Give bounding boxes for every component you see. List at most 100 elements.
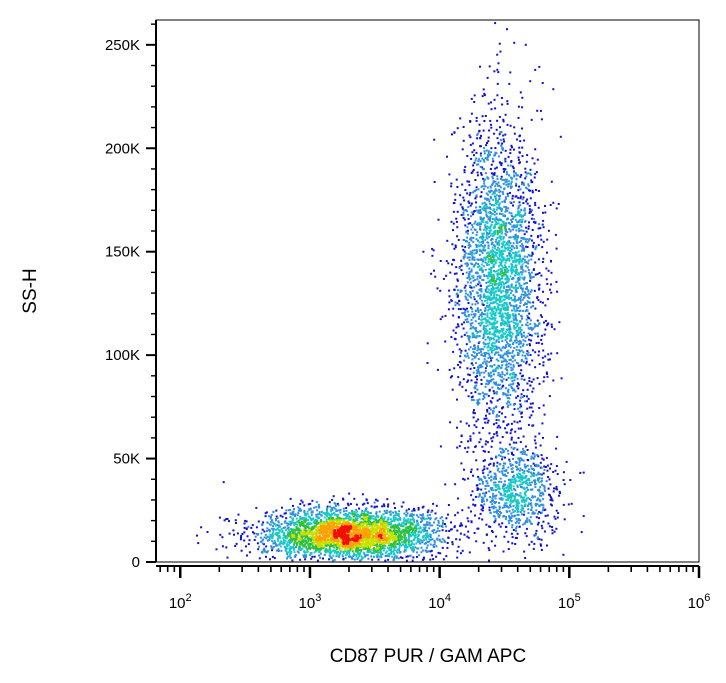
event-dot [534,495,537,498]
event-dot [488,231,491,234]
event-dot [457,308,460,311]
event-dot [485,275,488,277]
event-dot [369,512,372,514]
event-dot [494,519,497,522]
event-dot [520,249,523,252]
event-dot [484,115,487,117]
event-dot [469,322,472,325]
event-dot [482,294,485,297]
event-dot [272,527,275,530]
event-dot [461,509,464,512]
event-dot [477,392,480,395]
event-dot [439,318,442,321]
event-dot [358,555,361,557]
event-dot [524,354,527,357]
event-dot [263,547,266,550]
event-dot [481,157,484,160]
event-dot [498,248,501,251]
event-dot [457,238,460,241]
event-dot [506,314,509,317]
event-dot [487,241,490,244]
event-dot [521,198,524,201]
event-dot [490,457,493,460]
event-dot [517,287,520,289]
event-dot [452,350,455,353]
event-dot [509,487,512,490]
event-dot [515,182,518,185]
event-dot [558,490,561,493]
event-dot [261,528,264,531]
event-dot [504,273,507,276]
event-dot [384,555,387,557]
event-dot [492,181,495,184]
event-dot [535,529,538,532]
event-dot [462,477,465,480]
event-dot [497,510,499,512]
event-dot [455,326,458,329]
event-dot [256,533,259,536]
event-dot [483,293,486,296]
event-dot [529,172,531,175]
event-dot [316,517,319,520]
event-dot [499,312,502,315]
event-dot [494,475,497,478]
event-dot [503,469,506,472]
event-dot [482,296,485,299]
event-dot [524,294,527,297]
event-dot [492,369,495,372]
event-dot [506,275,509,278]
event-dot [510,422,513,425]
event-dot [526,400,528,403]
event-dot [477,163,480,166]
event-dot [518,219,521,222]
event-dot [487,419,490,422]
event-dot [498,202,501,205]
event-dot [348,511,351,514]
event-dot [479,160,482,163]
event-dot [301,547,304,550]
event-dot [480,478,482,481]
event-dot [447,513,449,516]
event-dot [378,555,381,558]
event-dot [498,514,501,517]
event-dot [349,517,352,520]
event-dot [562,471,565,474]
event-dot [505,234,508,237]
event-dot [552,379,555,382]
event-dot [503,282,505,285]
event-dot [358,515,361,518]
event-dot [499,264,502,267]
event-dot [489,234,492,237]
event-dot [531,495,534,498]
event-dot [582,515,585,518]
event-dot [464,292,467,295]
event-dot [456,323,459,326]
event-dot [511,309,514,312]
event-dot [511,197,514,200]
event-dot [391,555,394,558]
event-dot [423,539,425,542]
event-dot [491,310,494,313]
event-dot [292,510,295,513]
event-dot [513,373,516,376]
event-dot [482,304,485,306]
event-dot [490,250,493,253]
event-dot [516,298,519,301]
event-dot [511,380,514,383]
event-dot [515,525,518,528]
event-dot [476,487,479,490]
event-dot [486,467,489,470]
event-dot [498,507,501,510]
event-dot [514,493,517,496]
event-dot [482,129,485,132]
event-dot [417,527,420,530]
event-dot [469,244,471,247]
event-dot [513,226,516,229]
event-dot [512,376,514,379]
event-dot [506,307,509,310]
event-dot [459,420,462,423]
event-dot [436,538,439,541]
event-dot [501,485,504,488]
event-dot [446,155,448,158]
event-dot [519,372,522,375]
